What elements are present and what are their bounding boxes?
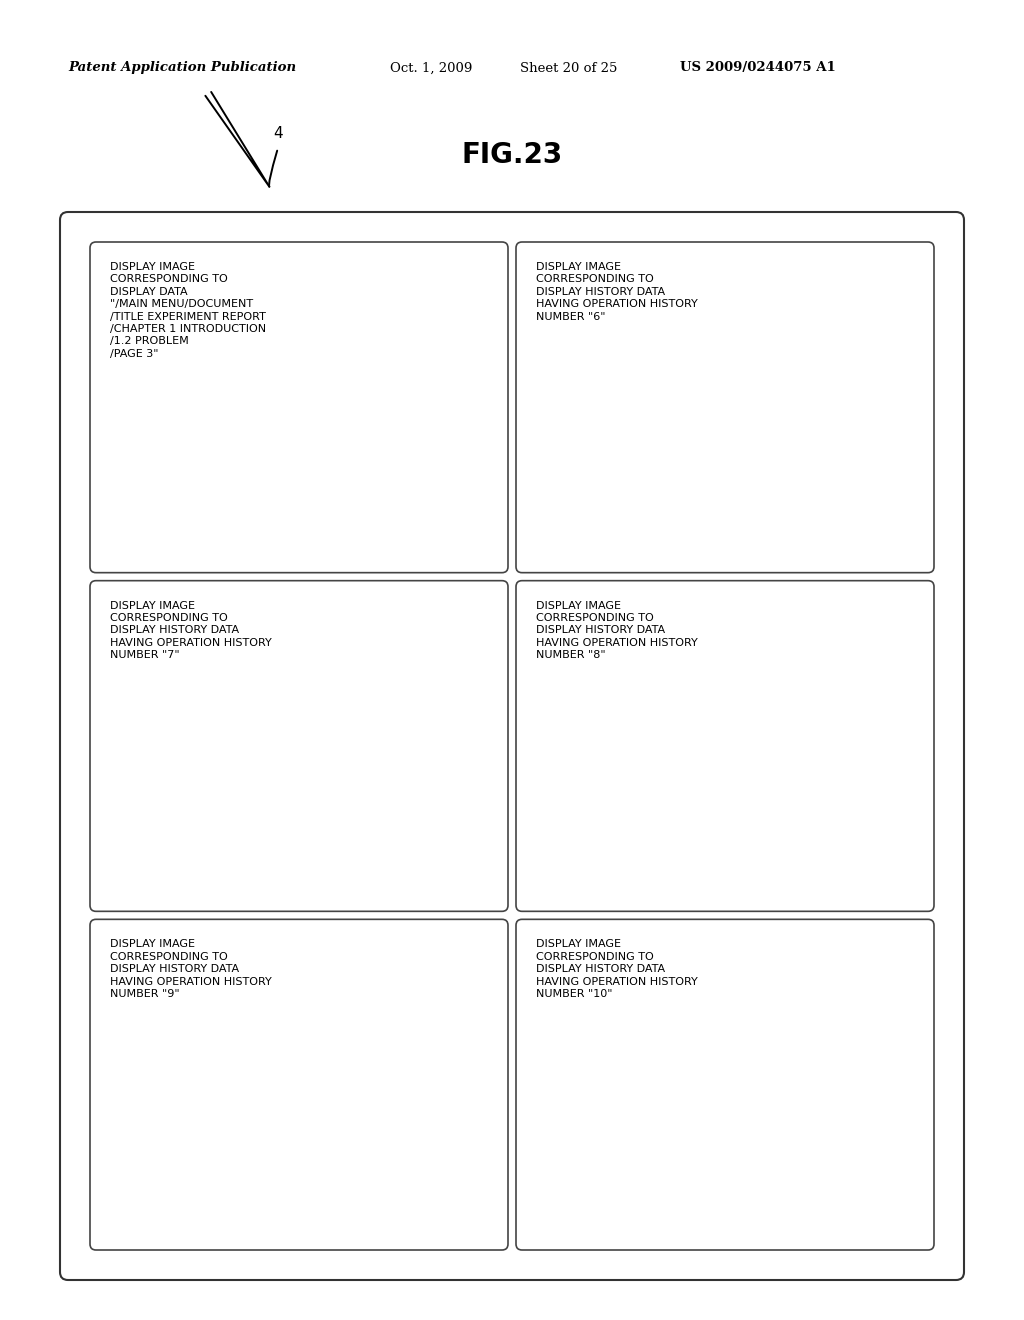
FancyBboxPatch shape bbox=[516, 919, 934, 1250]
Text: US 2009/0244075 A1: US 2009/0244075 A1 bbox=[680, 62, 836, 74]
FancyBboxPatch shape bbox=[90, 919, 508, 1250]
Text: DISPLAY IMAGE
CORRESPONDING TO
DISPLAY HISTORY DATA
HAVING OPERATION HISTORY
NUM: DISPLAY IMAGE CORRESPONDING TO DISPLAY H… bbox=[110, 601, 271, 660]
FancyBboxPatch shape bbox=[516, 242, 934, 573]
Text: Oct. 1, 2009: Oct. 1, 2009 bbox=[390, 62, 472, 74]
Text: Sheet 20 of 25: Sheet 20 of 25 bbox=[520, 62, 617, 74]
Text: DISPLAY IMAGE
CORRESPONDING TO
DISPLAY HISTORY DATA
HAVING OPERATION HISTORY
NUM: DISPLAY IMAGE CORRESPONDING TO DISPLAY H… bbox=[110, 940, 271, 999]
FancyBboxPatch shape bbox=[90, 581, 508, 911]
Text: DISPLAY IMAGE
CORRESPONDING TO
DISPLAY HISTORY DATA
HAVING OPERATION HISTORY
NUM: DISPLAY IMAGE CORRESPONDING TO DISPLAY H… bbox=[536, 940, 697, 999]
Text: DISPLAY IMAGE
CORRESPONDING TO
DISPLAY HISTORY DATA
HAVING OPERATION HISTORY
NUM: DISPLAY IMAGE CORRESPONDING TO DISPLAY H… bbox=[536, 261, 697, 322]
FancyBboxPatch shape bbox=[60, 213, 964, 1280]
Text: DISPLAY IMAGE
CORRESPONDING TO
DISPLAY DATA
"/MAIN MENU/DOCUMENT
/TITLE EXPERIME: DISPLAY IMAGE CORRESPONDING TO DISPLAY D… bbox=[110, 261, 266, 359]
FancyBboxPatch shape bbox=[516, 581, 934, 911]
Text: 4: 4 bbox=[273, 127, 283, 141]
FancyBboxPatch shape bbox=[90, 242, 508, 573]
Text: FIG.23: FIG.23 bbox=[462, 141, 562, 169]
Text: DISPLAY IMAGE
CORRESPONDING TO
DISPLAY HISTORY DATA
HAVING OPERATION HISTORY
NUM: DISPLAY IMAGE CORRESPONDING TO DISPLAY H… bbox=[536, 601, 697, 660]
Text: Patent Application Publication: Patent Application Publication bbox=[68, 62, 296, 74]
